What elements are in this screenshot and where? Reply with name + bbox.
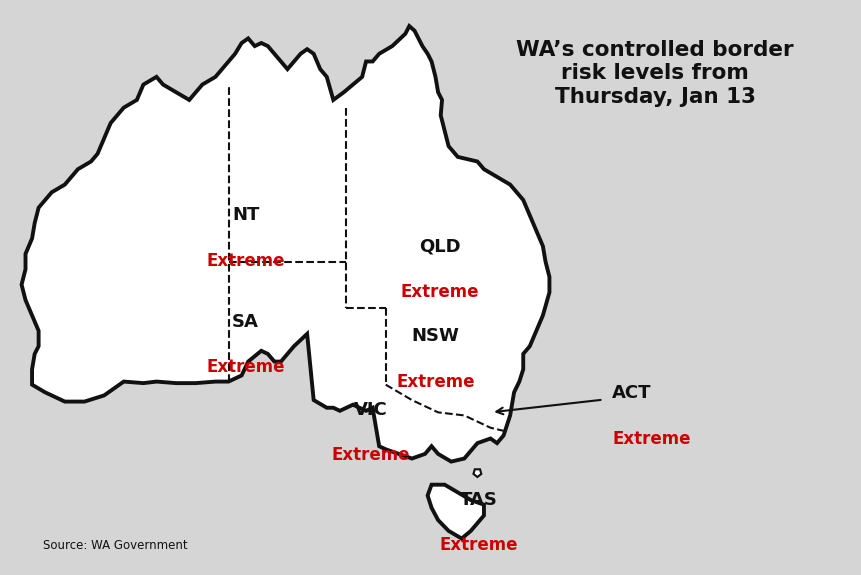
Text: WA’s controlled border
risk levels from
Thursday, Jan 13: WA’s controlled border risk levels from … — [516, 40, 793, 106]
Polygon shape — [22, 26, 548, 462]
Text: Extreme: Extreme — [206, 358, 285, 376]
Polygon shape — [427, 485, 483, 539]
Text: QLD: QLD — [418, 238, 460, 256]
Text: NSW: NSW — [411, 327, 459, 345]
Text: Extreme: Extreme — [206, 252, 285, 270]
Text: Extreme: Extreme — [395, 373, 474, 390]
Text: SA: SA — [232, 313, 259, 331]
Text: TAS: TAS — [459, 491, 497, 509]
Text: Extreme: Extreme — [438, 536, 517, 554]
Text: NT: NT — [232, 206, 259, 224]
Polygon shape — [473, 469, 480, 477]
Text: Source: WA Government: Source: WA Government — [43, 539, 188, 552]
Text: Extreme: Extreme — [331, 446, 410, 464]
Text: Extreme: Extreme — [400, 283, 479, 301]
Text: VIC: VIC — [353, 401, 387, 419]
Text: Extreme: Extreme — [611, 430, 690, 448]
Text: ACT: ACT — [611, 385, 651, 402]
